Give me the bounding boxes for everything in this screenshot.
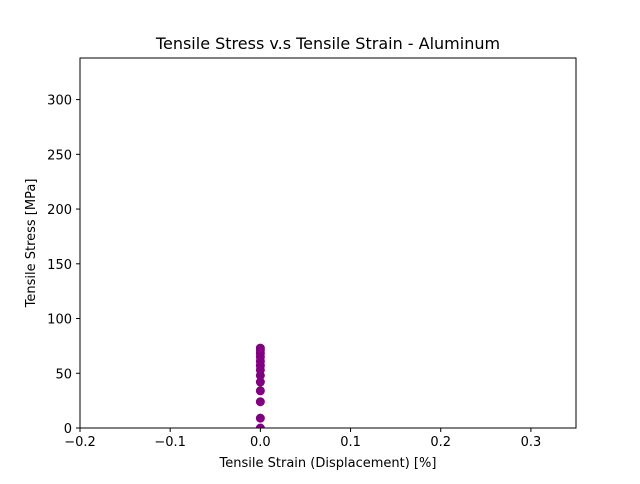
data-point	[255, 413, 265, 423]
data-point	[255, 397, 265, 407]
x-tick-label: 0.0	[250, 435, 271, 450]
x-tick-label: −0.2	[64, 435, 96, 450]
x-tick-label: 0.3	[521, 435, 542, 450]
data-point	[255, 377, 265, 387]
y-tick-label: 50	[55, 367, 72, 382]
y-tick-label: 250	[47, 148, 72, 163]
x-tick-label: 0.2	[430, 435, 451, 450]
data-marks	[255, 343, 265, 428]
y-tick-label: 0	[64, 422, 72, 437]
plot-area: −0.2 −0.1 0.0 0.1 0.2 0.3 0 50 100 150 200 250 300	[47, 57, 577, 450]
y-tick-label: 200	[47, 203, 72, 218]
x-tick-label: −0.1	[154, 435, 186, 450]
data-point	[255, 343, 265, 353]
chart-title: Tensile Stress v.s Tensile Strain - Alum…	[155, 34, 500, 53]
data-point	[255, 386, 265, 396]
x-tick-label: 0.1	[340, 435, 361, 450]
y-axis-label: Tensile Stress [MPa]	[24, 179, 39, 309]
y-tick-label: 300	[47, 94, 72, 109]
x-axis-label: Tensile Strain (Displacement) [%]	[219, 456, 437, 471]
y-axis-ticks: 0 50 100 150 200 250 300	[47, 94, 80, 437]
y-tick-label: 100	[47, 313, 72, 328]
axes-frame	[79, 57, 577, 429]
x-axis-ticks: −0.2 −0.1 0.0 0.1 0.2 0.3	[64, 428, 541, 450]
y-tick-label: 150	[47, 258, 72, 273]
data-point	[255, 423, 265, 428]
